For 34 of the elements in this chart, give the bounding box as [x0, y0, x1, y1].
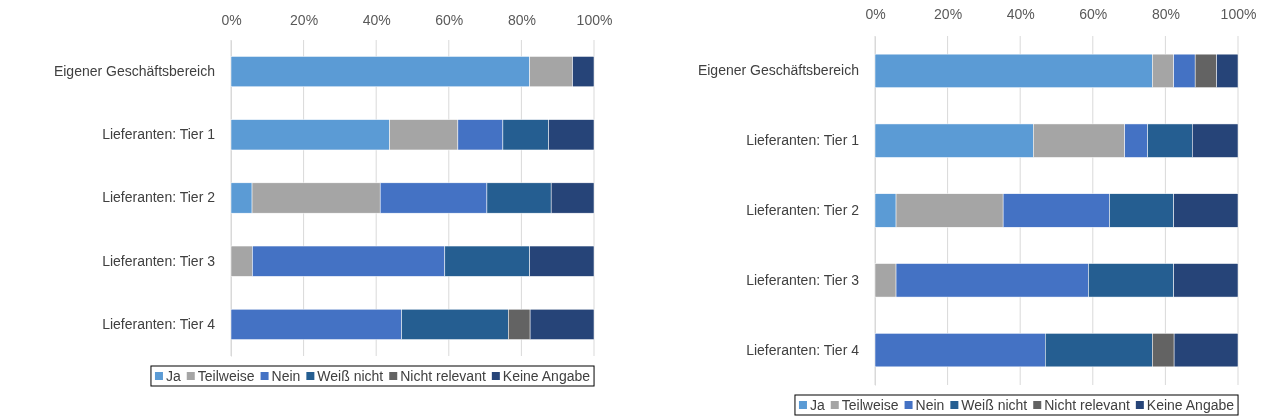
legend-label: Nicht relevant: [1044, 397, 1130, 413]
y-tick-label: Eigener Geschäftsbereich: [697, 62, 859, 79]
legend-label: Nicht relevant: [400, 368, 486, 384]
y-tick-label: Lieferanten: Tier 1: [102, 126, 216, 143]
y-tick-label: Lieferanten: Tier 2: [746, 201, 860, 218]
x-tick-label: 60%: [435, 12, 464, 28]
x-tick-label: 80%: [507, 12, 536, 28]
x-tick-label: 80%: [1151, 6, 1180, 22]
x-tick-label: 100%: [576, 12, 613, 28]
x-tick-label: 40%: [1006, 6, 1035, 22]
legend-label: Nein: [915, 397, 945, 413]
y-tick-label: Lieferanten: Tier 2: [102, 189, 216, 206]
y-tick-label: Lieferanten: Tier 4: [102, 315, 216, 332]
x-tick-label: 40%: [362, 12, 391, 28]
y-tick-label: Lieferanten: Tier 3: [746, 271, 860, 288]
legend-label: Weiß nicht: [317, 368, 384, 384]
legend-label: Ja: [809, 397, 825, 413]
x-tick-label: 0%: [221, 12, 242, 28]
legend-label: Keine Angabe: [502, 368, 591, 384]
legend-label: Nein: [271, 368, 301, 384]
y-tick-label: Lieferanten: Tier 4: [746, 341, 860, 358]
x-tick-label: 20%: [934, 6, 963, 22]
legend-label: Weiß nicht: [961, 397, 1028, 413]
legend-label: Keine Angabe: [1146, 397, 1235, 413]
x-tick-label: 0%: [865, 6, 886, 22]
legend-label: Ja: [165, 368, 181, 384]
legend-label: Teilweise: [197, 368, 255, 384]
y-tick-label: Eigener Geschäftsbereich: [53, 63, 215, 80]
y-tick-label: Lieferanten: Tier 3: [102, 252, 216, 269]
legend-label: Teilweise: [841, 397, 899, 413]
x-tick-label: 60%: [1079, 6, 1108, 22]
y-tick-label: Lieferanten: Tier 1: [746, 132, 860, 149]
x-tick-label: 100%: [1220, 6, 1257, 22]
x-tick-label: 20%: [290, 12, 319, 28]
